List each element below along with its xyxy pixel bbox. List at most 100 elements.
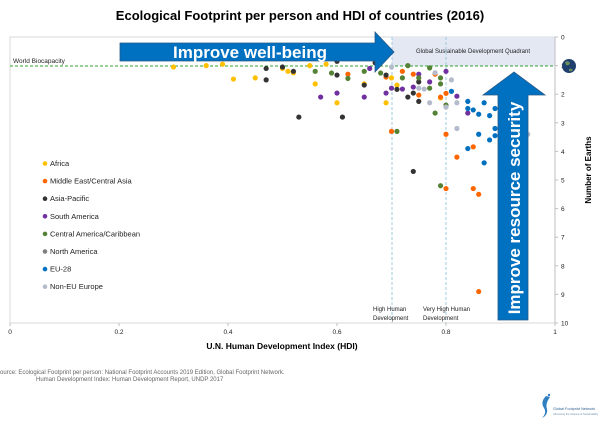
data-point <box>323 61 329 67</box>
data-point <box>443 104 449 110</box>
data-point <box>416 92 422 98</box>
data-point <box>399 86 405 92</box>
data-point <box>443 68 449 74</box>
data-point <box>448 88 455 94</box>
improve-resource-security-arrow: Improve resource security <box>481 71 547 321</box>
legend-label: North America <box>50 247 98 256</box>
data-point <box>410 168 416 175</box>
data-point <box>219 61 226 67</box>
legend-item: Non-EU Europe <box>42 282 103 291</box>
data-point <box>427 100 433 106</box>
data-point <box>443 90 449 96</box>
data-point <box>416 75 422 81</box>
legend-item: EU-28 <box>42 265 71 274</box>
source-line-2: Human Development Index: Human Developme… <box>36 377 224 383</box>
earth-icon <box>562 59 576 73</box>
data-point <box>454 100 460 106</box>
data-point <box>378 70 384 76</box>
data-point <box>476 191 482 197</box>
data-point <box>345 75 351 82</box>
y-tick-label: 3 <box>561 120 565 127</box>
vertical-arrow-shape <box>481 71 547 321</box>
data-point <box>427 65 433 71</box>
data-point <box>416 79 422 85</box>
legend-label: Asia-Pacific <box>50 194 89 203</box>
data-point <box>437 183 444 189</box>
data-point <box>361 82 367 88</box>
legend-marker <box>42 231 48 237</box>
legend-label: EU-28 <box>50 265 71 274</box>
y-axis-ticks: 012345678910 <box>555 35 569 328</box>
very-high-hd-label-l1: Very High Human <box>423 307 470 313</box>
legend-marker <box>42 266 48 272</box>
data-point <box>470 185 476 192</box>
data-point <box>307 63 313 69</box>
data-point <box>203 63 209 69</box>
data-point <box>427 79 433 85</box>
earth-land <box>565 61 573 72</box>
data-point <box>448 77 455 83</box>
very-high-hd-label: Very High Human Development <box>423 307 470 322</box>
y-tick-label: 9 <box>561 292 565 299</box>
data-point <box>410 90 416 96</box>
improve-well-being-arrow: Improve well-being <box>119 30 395 74</box>
data-point <box>388 75 395 81</box>
data-point <box>383 90 389 96</box>
data-point <box>443 131 449 137</box>
data-point <box>443 185 449 192</box>
data-point <box>405 94 411 100</box>
data-point <box>492 105 498 112</box>
data-point <box>470 107 476 113</box>
data-point <box>230 76 237 82</box>
data-point <box>394 128 400 134</box>
legend-label: Central America/Caribbean <box>50 229 140 238</box>
high-hd-label-l2: Development <box>373 316 409 322</box>
data-point <box>388 128 395 134</box>
legend-label: South America <box>50 212 100 221</box>
footprint-logo-mark <box>542 396 550 418</box>
x-tick-label: 0 <box>8 329 12 336</box>
legend-marker <box>42 178 48 184</box>
data-point <box>487 137 493 143</box>
data-point <box>279 64 286 70</box>
data-point <box>383 72 389 78</box>
data-point <box>476 288 482 295</box>
data-point <box>345 71 351 77</box>
data-point <box>334 90 340 96</box>
data-point <box>416 85 422 91</box>
x-tick-label: 0.6 <box>332 329 341 336</box>
data-point <box>465 110 471 116</box>
data-point <box>405 63 411 69</box>
data-point <box>388 85 395 91</box>
data-point <box>416 98 422 104</box>
legend-item: Middle East/Central Asia <box>42 177 133 186</box>
data-point <box>465 98 471 104</box>
data-point <box>454 154 460 160</box>
data-point <box>432 110 438 116</box>
data-point <box>427 85 433 91</box>
data-point <box>388 64 395 70</box>
high-hd-label-l1: High Human <box>373 307 406 313</box>
data-point <box>437 75 444 81</box>
logo-tagline: Advancing the Science of Sustainability <box>553 412 599 416</box>
data-point <box>399 75 405 81</box>
logo-name: Global Footprint Network <box>553 407 595 411</box>
data-point <box>296 114 302 120</box>
legend-marker <box>42 249 48 254</box>
source-line-1: ource: Ecological Footprint per person: … <box>0 370 285 376</box>
data-point <box>290 68 296 74</box>
data-point <box>328 70 335 76</box>
data-point <box>361 68 367 74</box>
data-point <box>334 72 340 78</box>
data-point <box>339 114 346 120</box>
legend-label: Non-EU Europe <box>50 282 103 291</box>
y-tick-label: 6 <box>561 206 565 213</box>
data-point <box>394 82 400 88</box>
global-footprint-network-logo: Global Footprint Network Advancing the S… <box>542 393 599 418</box>
legend-item: South America <box>42 212 100 221</box>
legend-label: Middle East/Central Asia <box>50 177 133 186</box>
vertical-arrow-label: Improve resource security <box>505 101 524 314</box>
x-axis-ticks: 0 0.2 0.4 0.6 0.8 1 <box>8 323 557 336</box>
data-point <box>263 65 269 72</box>
